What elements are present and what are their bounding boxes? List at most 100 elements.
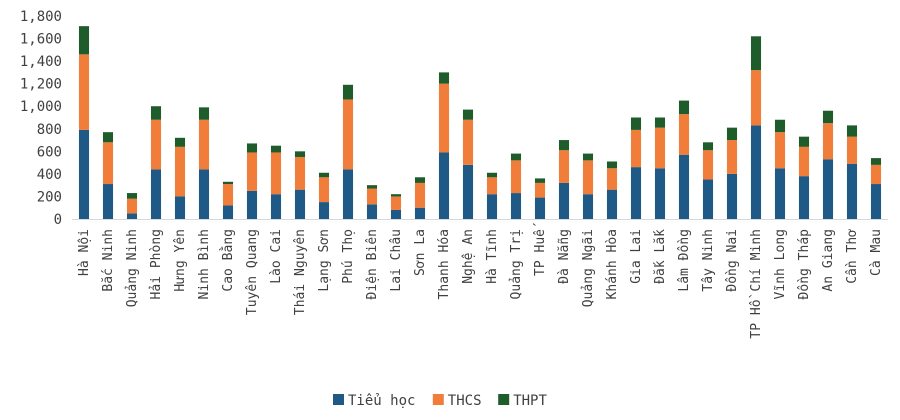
bar-segment-thcs [390,196,402,210]
y-tick-label: 1,600 [20,32,62,48]
bar-segment-thcs [630,129,642,168]
bar-segment-thpt [486,172,498,178]
bar-segment-thcs [414,182,426,208]
bar-segment-thcs [294,156,306,190]
x-tick-label: TP Hồ Chí Minh [749,229,764,339]
x-axis-labels: Hà Nội Bắc Ninh Quảng Ninh Hải Phòng Hưng Yê… [77,222,884,339]
y-tick-label: 600 [37,144,62,160]
x-tick-label: Hà Tĩnh [485,229,500,284]
bar-segment-tiểu-học [630,167,642,219]
bar-segment-thpt [126,193,138,199]
bar-segment-thcs [870,164,882,185]
bar-segment-thcs [78,54,90,130]
legend-label: THCS [448,393,482,409]
legend: Tiểu học THCS THPT [333,393,547,409]
bar-segment-thpt [198,107,210,120]
x-tick-label: Hưng Yên [173,229,188,292]
bar-segment-thpt [150,106,162,120]
x-tick-label: Điện Biên [365,229,380,299]
bar-segment-tiểu-học [294,189,306,219]
bar-segment-tiểu-học [126,213,138,219]
x-tick-label: Nghệ An [461,229,476,284]
bar-segment-thcs [750,70,762,126]
bar-segment-tiểu-học [462,164,474,219]
x-tick-label: Đồng Tháp [797,229,812,300]
bar-segment-thcs [654,127,666,169]
x-tick-label: Khánh Hòa [605,229,620,299]
bar-segment-thpt [246,143,258,153]
x-tick-label: Quảng Ninh [125,229,140,307]
bar-segment-thpt [222,181,234,185]
bar-segment-thpt [510,153,522,161]
bar-segment-tiểu-học [870,184,882,219]
x-tick-label: Lạng Sơn [317,229,332,292]
bar-segment-thcs [558,150,570,183]
bar-segment-thpt [630,117,642,130]
bar-segment-tiểu-học [846,163,858,219]
bar-segment-thpt [438,72,450,84]
bar-segment-tiểu-học [510,193,522,219]
x-tick-label: Cao Bằng [220,229,236,292]
bar-segment-thcs [222,184,234,206]
bar-segment-thcs [366,188,378,205]
bar-segment-tiểu-học [774,168,786,219]
bar-segment-tiểu-học [606,189,618,219]
bar-segment-thpt [798,136,810,147]
bar-segment-thcs [318,177,330,203]
bar-segment-thcs [606,168,618,190]
y-tick-label: 400 [37,167,62,183]
bar-segment-tiểu-học [702,179,714,219]
bar-segment-thpt [78,26,90,55]
y-axis: 0 200 400 600 800 1,000 1,200 1,400 1,600 1,800 [20,9,62,228]
bar-segment-tiểu-học [414,207,426,219]
x-tick-label: Hà Nội [77,229,92,276]
bar-segment-thpt [726,127,738,141]
bar-segment-thpt [414,177,426,183]
bar-segment-tiểu-học [726,173,738,219]
legend-swatch [498,394,510,405]
bar-segment-thcs [174,146,186,197]
bar-segment-tiểu-học [270,194,282,219]
bar-segment-tiểu-học [678,154,690,219]
bars-group [78,26,882,219]
bar-segment-thpt [102,132,114,143]
bar-segment-thcs [486,177,498,195]
bar-segment-thpt [870,158,882,165]
x-tick-label: Đắk Lắk [653,229,668,284]
x-tick-label: Tuyên Quang [245,229,260,315]
x-tick-label: Tây Ninh [701,229,716,292]
x-tick-label: Thanh Hóa [437,229,452,299]
bar-segment-thcs [702,150,714,180]
x-tick-label: Bắc Ninh [101,229,116,292]
y-tick-label: 1,200 [20,77,62,93]
bar-segment-thcs [726,140,738,174]
x-tick-label: Gia Lai [629,229,644,284]
legend-swatch [432,394,444,405]
x-tick-label: Sơn La [413,229,428,276]
x-tick-label: Đà Nẵng [557,229,572,284]
bar-segment-thpt [366,185,378,189]
bar-segment-thpt [606,161,618,169]
bar-segment-thpt [534,178,546,183]
bar-segment-thcs [198,119,210,170]
bar-segment-tiểu-học [534,197,546,219]
bar-segment-thcs [462,119,474,165]
bar-segment-thcs [150,119,162,170]
bar-segment-tiểu-học [222,205,234,219]
x-tick-label: Cần Thơ [845,229,860,284]
bar-segment-tiểu-học [582,194,594,219]
bar-segment-thpt [774,119,786,133]
bar-segment-tiểu-học [798,176,810,219]
bar-segment-thcs [798,146,810,177]
x-tick-label: Thái Nguyên [293,229,308,315]
x-tick-label: Phú Thọ [341,229,356,284]
x-tick-label: Ninh Bình [197,229,212,299]
x-tick-label: Vĩnh Long [773,229,788,299]
bar-segment-thpt [750,36,762,71]
bar-segment-tiểu-học [78,129,90,219]
x-tick-label: Lâm Đồng [677,229,692,292]
bar-segment-thcs [846,136,858,164]
bar-segment-tiểu-học [246,190,258,219]
